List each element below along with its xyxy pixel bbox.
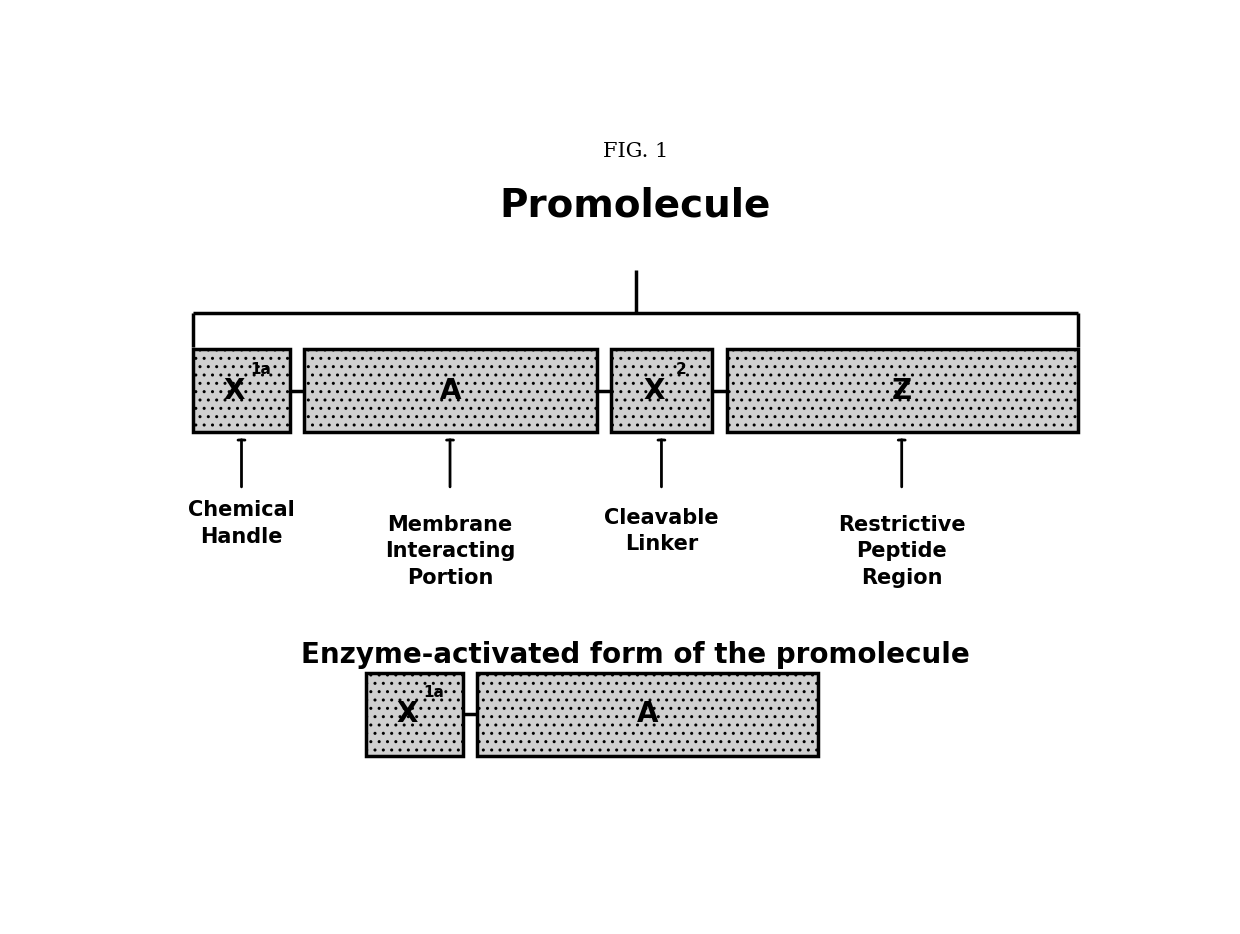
Text: Cleavable
Linker: Cleavable Linker: [604, 508, 719, 554]
Text: Membrane
Interacting
Portion: Membrane Interacting Portion: [384, 515, 515, 587]
Text: Z: Z: [892, 376, 913, 404]
Text: Promolecule: Promolecule: [500, 187, 771, 224]
Bar: [304, 349, 596, 432]
Text: Chemical
Handle: Chemical Handle: [188, 501, 295, 546]
Text: X: X: [644, 376, 665, 404]
Text: FIG. 1: FIG. 1: [603, 142, 668, 162]
Text: X: X: [396, 700, 418, 729]
Text: A: A: [440, 376, 461, 404]
Text: A: A: [637, 700, 658, 729]
Bar: [367, 673, 463, 756]
Bar: [611, 349, 712, 432]
Bar: [727, 349, 1078, 432]
Text: Restrictive
Peptide
Region: Restrictive Peptide Region: [838, 515, 966, 587]
Text: Enzyme-activated form of the promolecule: Enzyme-activated form of the promolecule: [301, 641, 970, 669]
Text: 2: 2: [676, 361, 687, 376]
Text: X: X: [223, 376, 244, 404]
Text: 1a: 1a: [423, 686, 444, 700]
Bar: [193, 349, 290, 432]
Bar: [477, 673, 818, 756]
Text: 1a: 1a: [250, 361, 272, 376]
